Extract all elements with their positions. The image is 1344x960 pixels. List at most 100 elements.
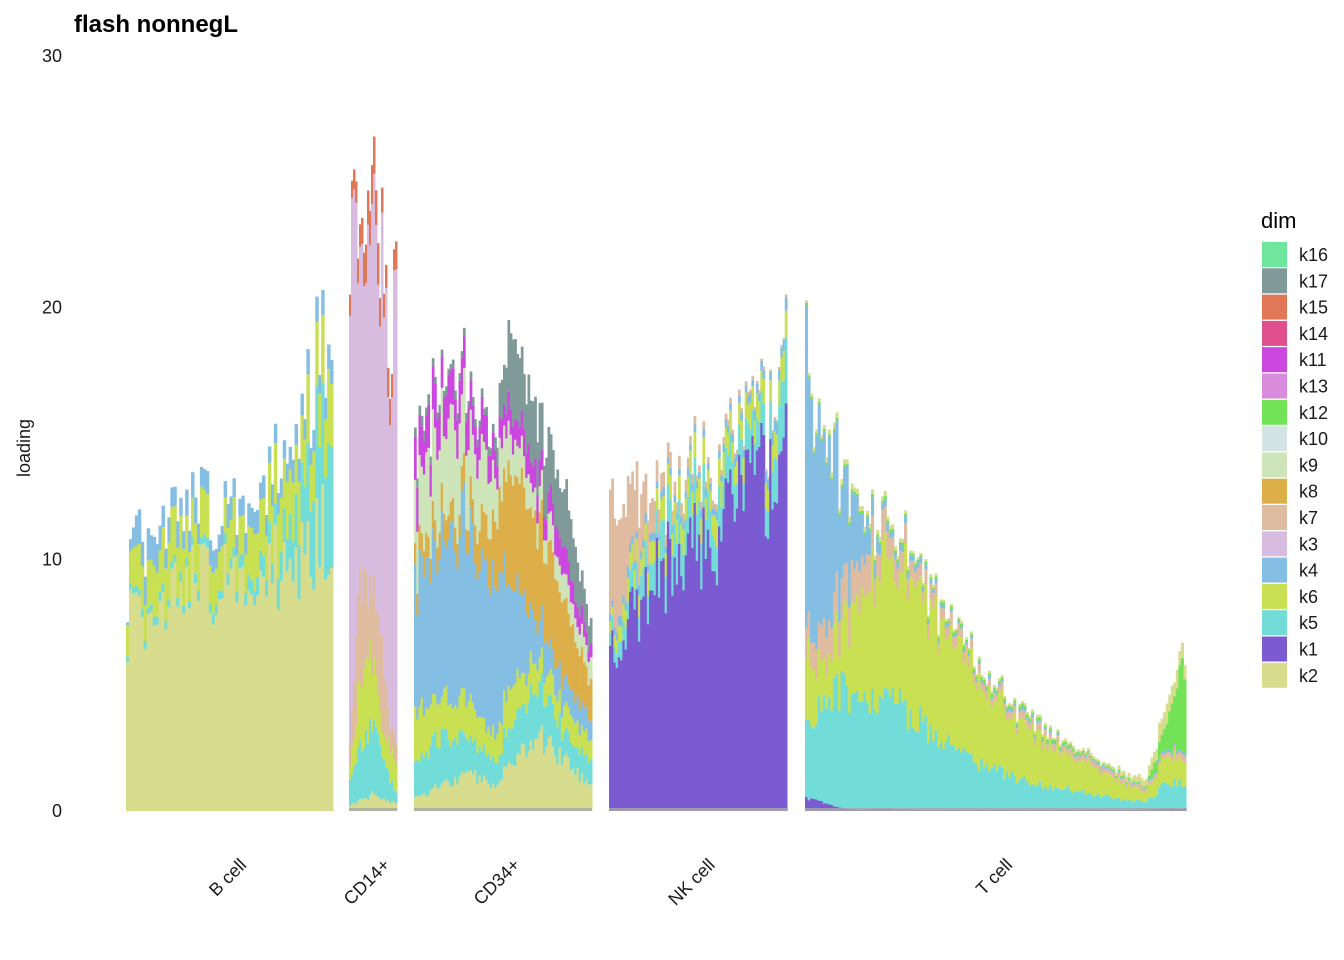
bar-segment-k6 xyxy=(975,689,979,765)
bar-segment-k9 xyxy=(554,555,557,579)
bar-segment-k6 xyxy=(585,728,589,754)
bar-segment-k4 xyxy=(815,435,819,650)
bar-segment-k12 xyxy=(883,496,887,499)
bar-segment-k4 xyxy=(436,573,439,705)
bar-segment-k3 xyxy=(357,283,360,595)
bar-segment-k7 xyxy=(1125,784,1129,788)
bar-segment-k1 xyxy=(660,560,663,811)
bar-segment-k2 xyxy=(921,583,925,586)
bar-segment-k2 xyxy=(1023,703,1027,706)
bar-segment-k7 xyxy=(1064,745,1068,751)
bar-segment-k12 xyxy=(1053,740,1057,743)
bar-segment-k7 xyxy=(669,451,672,468)
bar-segment-k2 xyxy=(977,656,981,660)
bar-segment-k1 xyxy=(629,591,632,811)
bar-segment-k12 xyxy=(1165,723,1169,751)
bar-segment-k12 xyxy=(1142,787,1146,789)
bar-segment-k4 xyxy=(1099,768,1103,770)
bar-segment-k4 xyxy=(1051,742,1055,745)
legend-label-k10: k10 xyxy=(1299,429,1328,449)
bar-segment-k3 xyxy=(389,425,392,731)
bar-segment-k4 xyxy=(1053,742,1057,745)
bar-segment-k7 xyxy=(817,622,821,650)
bar-segment-k6 xyxy=(126,625,130,657)
bar-segment-k4 xyxy=(458,537,462,696)
bar-segment-k6 xyxy=(554,695,557,720)
bar-segment-k5 xyxy=(722,476,726,509)
bar-segment-k6 xyxy=(580,725,584,747)
bar-segment-k7 xyxy=(1020,709,1024,718)
bar-segment-k2 xyxy=(967,647,971,651)
bar-segment-k5 xyxy=(176,597,180,607)
bar-segment-k4 xyxy=(238,498,242,517)
bar-segment-k2 xyxy=(327,574,331,811)
bar-segment-k12 xyxy=(850,489,854,493)
bar-segment-k2 xyxy=(868,523,872,529)
bar-segment-k7 xyxy=(383,677,386,737)
bar-segment-k2 xyxy=(563,756,566,811)
bar-segment-k11 xyxy=(474,426,477,455)
bar-segment-k4 xyxy=(469,506,473,695)
bar-segment-k8 xyxy=(531,518,535,610)
bar-segment-k4 xyxy=(926,620,930,625)
bar-segment-k7 xyxy=(704,481,708,489)
bar-segment-k9 xyxy=(451,404,455,498)
bar-segment-k7 xyxy=(387,707,390,737)
bar-segment-k2 xyxy=(315,498,319,811)
bar-segment-k6 xyxy=(1137,787,1141,800)
bar-segment-k2 xyxy=(822,425,826,430)
bar-segment-k12 xyxy=(992,687,996,691)
bar-segment-k4 xyxy=(620,615,623,627)
bar-segment-k2 xyxy=(554,756,557,811)
bar-segment-k6 xyxy=(990,706,994,769)
bar-segment-k17 xyxy=(560,492,564,548)
legend-swatch-k16 xyxy=(1262,242,1287,267)
bar-segment-k2 xyxy=(217,599,222,811)
bar-segment-k6 xyxy=(957,634,961,748)
bar-segment-k7 xyxy=(744,381,748,386)
bar-segment-k8 xyxy=(460,466,464,491)
bar-segment-k2 xyxy=(456,784,459,811)
bar-segment-k2 xyxy=(807,372,811,377)
bar-segment-k6 xyxy=(633,569,637,589)
bar-segment-k1 xyxy=(633,609,637,811)
bar-segment-k8 xyxy=(569,626,573,690)
bar-segment-k7 xyxy=(766,477,770,480)
bar-segment-k7 xyxy=(1086,753,1090,759)
bar-segment-k6 xyxy=(191,498,195,537)
bar-segment-k6 xyxy=(766,490,770,512)
bar-segment-k5 xyxy=(270,563,275,584)
bar-segment-k5 xyxy=(1140,801,1144,810)
bar-segment-k9 xyxy=(549,511,553,540)
bar-segment-k6 xyxy=(929,599,933,725)
bar-segment-k2 xyxy=(1135,776,1139,783)
bar-segment-k4 xyxy=(1178,749,1182,752)
bar-segment-k7 xyxy=(753,406,757,410)
legend-label-k9: k9 xyxy=(1299,455,1318,475)
bar-segment-k6 xyxy=(1053,751,1057,788)
bar-segment-k7 xyxy=(629,483,632,543)
bar-segment-k6 xyxy=(924,584,928,716)
bar-segment-k4 xyxy=(578,709,582,735)
bar-segment-k7 xyxy=(677,455,681,469)
bar-segment-k6 xyxy=(677,474,681,501)
bar-segment-k9 xyxy=(445,439,448,521)
bar-segment-k2 xyxy=(276,609,281,811)
bar-segment-k11 xyxy=(574,601,577,619)
bar-segment-k2 xyxy=(1175,669,1179,689)
bar-segment-k7 xyxy=(624,517,628,603)
bar-segment-k6 xyxy=(220,546,225,591)
bar-segment-k1 xyxy=(698,534,701,811)
bar-segment-k7 xyxy=(985,691,989,701)
bar-segment-k5 xyxy=(422,758,426,794)
bar-segment-k1 xyxy=(830,804,834,811)
bar-segment-k4 xyxy=(456,568,459,709)
bar-segment-k8 xyxy=(527,508,531,618)
bar-segment-k2 xyxy=(1127,772,1131,779)
legend-label-k13: k13 xyxy=(1299,377,1328,397)
bar-segment-k4 xyxy=(1043,728,1047,730)
bar-segment-k12 xyxy=(1005,707,1009,711)
bar-segment-k4 xyxy=(914,566,918,572)
bar-segment-k5 xyxy=(131,587,136,594)
legend-label-k5: k5 xyxy=(1299,613,1318,633)
